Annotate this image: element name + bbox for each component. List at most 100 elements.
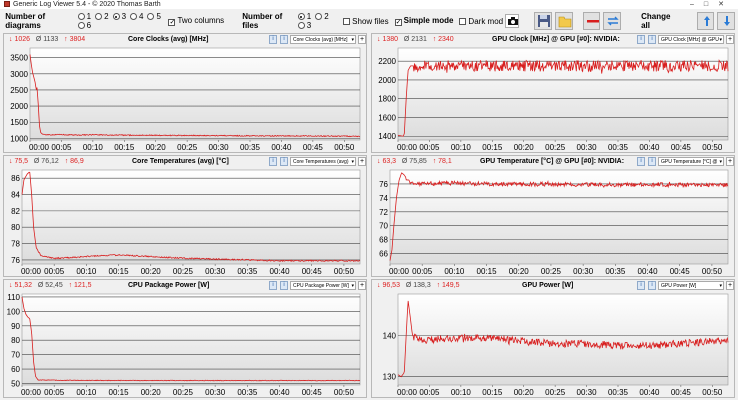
x-tick-label: 00:50 <box>334 267 355 276</box>
file-option-3[interactable]: 3 <box>297 21 311 30</box>
info-icon[interactable]: i <box>637 281 645 290</box>
toolbar: Number of diagrams 1 2 3 4 56 ✓ Two columns N… <box>0 9 738 33</box>
x-tick-label: 00:10 <box>451 143 472 152</box>
x-tick-label: 00:15 <box>114 143 135 152</box>
diagram-panel-gpu-temp: ↓ 63,3 Ø 75,85 ↑ 78,1 GPU Temperature [°C… <box>371 155 735 277</box>
file-option-2[interactable]: 2 <box>315 12 329 21</box>
diagram-title: GPU Power [W] <box>522 282 574 289</box>
stat-avg: Ø 2131 <box>403 36 427 43</box>
info-icon[interactable]: i <box>280 157 288 166</box>
y-tick-label: 50 <box>11 380 20 389</box>
swap-button[interactable] <box>603 12 621 30</box>
save-button[interactable] <box>534 12 552 30</box>
two-columns-checkbox[interactable]: ✓ Two columns <box>168 16 225 26</box>
floppy-disk-icon <box>538 15 551 27</box>
chevron-down-icon: ▾ <box>351 283 354 289</box>
diagram-header: ↓ 51,32 Ø 52,45 ↑ 121,5 CPU Package Power… <box>4 280 366 292</box>
series-select[interactable]: Core Temperatures (avg) ▾ <box>290 157 356 166</box>
x-tick-label: 00:05 <box>44 267 65 276</box>
line-chart: 1000 1500 2000 2500 3000 3500 00:00 00:05 00:10 0… <box>10 47 361 152</box>
checkbox-checked-icon: ✓ <box>394 19 402 26</box>
y-tick-label: 80 <box>11 223 20 232</box>
x-tick-label: 00:30 <box>209 143 230 152</box>
change-all-label: Change all <box>641 12 671 30</box>
diagram-stats: ↓ 96,53 Ø 138,3 ↑ 149,5 <box>377 280 460 292</box>
plot-area <box>389 169 729 265</box>
info-icon[interactable]: i <box>648 35 656 44</box>
move-up-button[interactable] <box>696 12 715 30</box>
diagram-stats: ↓ 1380 Ø 2131 ↑ 2340 <box>377 34 454 46</box>
diagram-panel-gpu-power: ↓ 96,53 Ø 138,3 ↑ 149,5 GPU Power [W] i i GP… <box>371 279 735 398</box>
y-tick-label: 3500 <box>10 54 28 63</box>
diagram-panel-core-clocks: ↓ 1026 Ø 1133 ↑ 3804 Core Clocks (avg) [M… <box>3 33 367 153</box>
series-select[interactable]: GPU Power [W] ▾ <box>658 281 724 290</box>
series-select[interactable]: GPU Temperature [°C] @ ▾ <box>658 157 724 166</box>
file-option-1[interactable]: 1 <box>297 12 311 21</box>
x-tick-label: 00:50 <box>334 143 355 152</box>
x-tick-label: 00:10 <box>76 388 97 397</box>
series-select[interactable]: GPU Clock [MHz] @ GPU ▾ <box>658 35 724 44</box>
x-tick-label: 00:00 <box>389 267 410 276</box>
info-icon[interactable]: i <box>269 157 277 166</box>
screenshot-button[interactable] <box>505 14 520 28</box>
x-tick-label: 00:15 <box>482 143 503 152</box>
info-icon[interactable]: i <box>637 157 645 166</box>
info-icon[interactable]: i <box>269 281 277 290</box>
arrow-up-icon <box>703 16 710 26</box>
add-series-button[interactable]: + <box>726 281 734 290</box>
x-tick-label: 00:20 <box>146 143 167 152</box>
info-icon[interactable]: i <box>280 281 288 290</box>
open-file-button[interactable] <box>555 12 573 30</box>
diagram-option-6[interactable]: 6 <box>77 21 91 30</box>
x-tick-label: 00:20 <box>141 388 162 397</box>
x-tick-label: 00:05 <box>51 143 72 152</box>
diagram-panel-core-temps: ↓ 75,5 Ø 76,12 ↑ 86,9 Core Temperatures (… <box>3 155 367 277</box>
diagram-option-2[interactable]: 2 <box>95 12 109 21</box>
info-icon[interactable]: i <box>280 35 288 44</box>
diagram-stats: ↓ 75,5 Ø 76,12 ↑ 86,9 <box>9 156 84 168</box>
simple-mode-checkbox[interactable]: ✓ Simple mode <box>394 16 454 26</box>
y-tick-label: 100 <box>7 307 21 316</box>
series-line <box>397 300 729 378</box>
x-tick-label: 00:10 <box>76 267 97 276</box>
line-chart: 76 78 80 82 84 86 00:00 00:05 00:10 00:15 00:20 00:… <box>11 169 361 276</box>
series-select[interactable]: CPU Package Power [W] ▾ <box>290 281 356 290</box>
diagram-option-1[interactable]: 1 <box>77 12 91 21</box>
info-icon[interactable]: i <box>637 35 645 44</box>
y-tick-label: 2000 <box>378 76 396 85</box>
x-tick-label: 00:05 <box>412 267 433 276</box>
info-icon[interactable]: i <box>648 157 656 166</box>
x-tick-label: 00:45 <box>670 267 691 276</box>
diagram-option-3[interactable]: 3 <box>112 12 126 21</box>
info-icon[interactable]: i <box>269 35 277 44</box>
x-tick-label: 00:10 <box>451 388 472 397</box>
y-tick-label: 78 <box>11 240 20 249</box>
stat-min: ↓ 63,3 <box>377 158 397 165</box>
stat-max: ↑ 2340 <box>432 36 454 43</box>
add-series-button[interactable]: + <box>726 35 734 44</box>
diagram-panel-cpu-package-power: ↓ 51,32 Ø 52,45 ↑ 121,5 CPU Package Power… <box>3 279 367 398</box>
add-series-button[interactable]: + <box>358 157 366 166</box>
radio-icon <box>130 13 138 20</box>
add-series-button[interactable]: + <box>726 157 734 166</box>
x-tick-label: 00:40 <box>270 388 291 397</box>
x-tick-label: 00:00 <box>397 143 418 152</box>
show-files-checkbox[interactable]: Show files <box>343 17 389 26</box>
add-series-button[interactable]: + <box>358 35 366 44</box>
diagram-panel-gpu-clock: ↓ 1380 Ø 2131 ↑ 2340 GPU Clock [MHz] @ GP… <box>371 33 735 153</box>
move-down-button[interactable] <box>717 12 736 30</box>
series-select[interactable]: Core Clocks (avg) [MHz] ▾ <box>290 35 356 44</box>
add-series-button[interactable]: + <box>358 281 366 290</box>
series-line <box>29 54 361 138</box>
radio-icon <box>77 13 85 20</box>
diagram-option-4[interactable]: 4 <box>130 12 143 21</box>
line-color-button[interactable] <box>582 12 601 30</box>
y-tick-label: 60 <box>11 365 20 374</box>
dark-mode-checkbox[interactable]: Dark mod <box>459 17 503 26</box>
window-controls[interactable]: –□✕ <box>690 1 734 8</box>
x-tick-label: 00:40 <box>638 267 659 276</box>
info-icon[interactable]: i <box>648 281 656 290</box>
diagram-option-5[interactable]: 5 <box>147 12 161 21</box>
stat-max: ↑ 121,5 <box>68 282 92 289</box>
radio-icon <box>297 22 305 29</box>
